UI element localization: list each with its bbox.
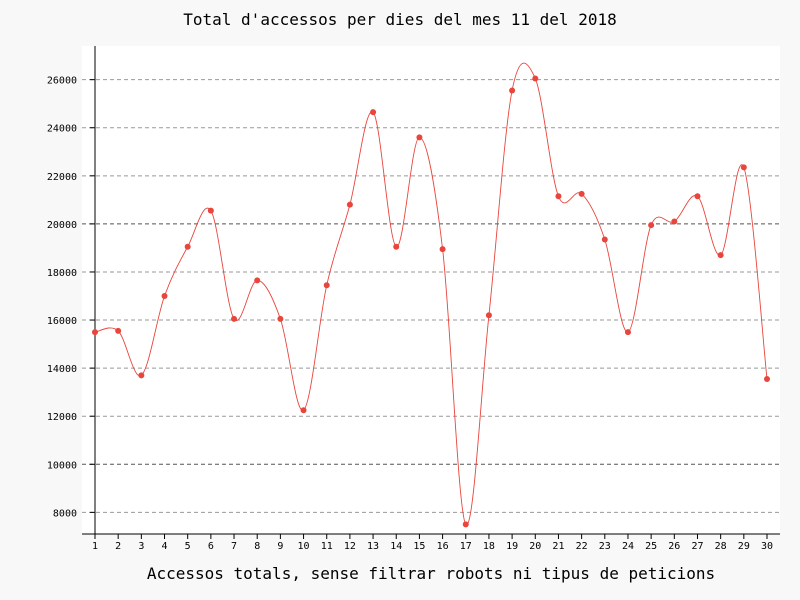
y-tick-label: 10000 <box>47 460 77 471</box>
data-point <box>509 87 516 94</box>
y-tick-label: 16000 <box>47 316 77 327</box>
x-tick-label: 24 <box>622 541 634 552</box>
data-point <box>161 293 168 300</box>
data-point <box>138 372 145 379</box>
x-tick-label: 11 <box>321 541 333 552</box>
x-tick-label: 20 <box>529 541 541 552</box>
data-point <box>485 312 492 319</box>
x-tick-label: 14 <box>390 541 402 552</box>
x-axis-ticks: 1 2 3 4 5 6 7 8 9 10 11 12 13 14 15 16 17 18 19 20 21 22 23 24 2… <box>92 534 773 552</box>
data-point <box>184 243 191 250</box>
data-point <box>740 164 747 171</box>
x-tick-label: 30 <box>761 541 773 552</box>
y-tick-label: 12000 <box>47 412 77 423</box>
x-tick-label: 18 <box>483 541 495 552</box>
data-point <box>277 315 284 322</box>
data-point <box>694 193 701 200</box>
y-tick-label: 24000 <box>47 124 77 135</box>
data-point <box>231 315 238 322</box>
data-point <box>393 243 400 250</box>
x-tick-label: 10 <box>298 541 310 552</box>
x-tick-label: 13 <box>367 541 379 552</box>
x-tick-label: 9 <box>277 541 283 552</box>
y-tick-label: 8000 <box>53 508 77 519</box>
data-point <box>115 327 122 334</box>
data-point <box>439 246 446 253</box>
data-point <box>717 252 724 259</box>
x-tick-label: 22 <box>576 541 588 552</box>
x-tick-label: 16 <box>437 541 449 552</box>
x-tick-label: 27 <box>691 541 703 552</box>
data-point <box>532 75 539 82</box>
x-tick-label: 7 <box>231 541 237 552</box>
data-point <box>254 277 261 284</box>
data-point <box>601 236 608 243</box>
data-point <box>555 193 562 200</box>
x-tick-label: 1 <box>92 541 98 552</box>
x-tick-label: 5 <box>185 541 191 552</box>
x-tick-label: 2 <box>115 541 121 552</box>
y-tick-label: 20000 <box>47 220 77 231</box>
data-point <box>578 190 585 197</box>
x-tick-label: 15 <box>413 541 425 552</box>
data-point <box>648 222 655 229</box>
data-point <box>462 521 469 528</box>
data-point <box>92 329 98 336</box>
x-tick-label: 17 <box>460 541 472 552</box>
data-point <box>370 109 377 116</box>
x-tick-label: 26 <box>668 541 680 552</box>
x-tick-label: 28 <box>715 541 727 552</box>
x-tick-label: 8 <box>254 541 260 552</box>
x-tick-label: 25 <box>645 541 657 552</box>
y-tick-label: 22000 <box>47 172 77 183</box>
data-point <box>416 134 423 141</box>
data-point <box>671 218 678 225</box>
data-point <box>346 201 353 208</box>
data-point <box>207 207 214 214</box>
y-tick-label: 18000 <box>47 268 77 279</box>
data-point <box>624 329 631 336</box>
x-tick-label: 29 <box>738 541 750 552</box>
x-axis-label: Accessos totals, sense filtrar robots ni… <box>146 564 716 583</box>
gridlines <box>82 79 780 513</box>
y-axis-ticks: 8000 10000 12000 14000 16000 18000 20000 22000 2… <box>47 76 95 519</box>
data-point <box>300 407 307 414</box>
x-tick-label: 21 <box>552 541 564 552</box>
x-tick-label: 4 <box>162 541 168 552</box>
x-tick-label: 12 <box>344 541 356 552</box>
chart-title: Total d'accessos per dies del mes 11 del… <box>183 10 617 29</box>
x-tick-label: 23 <box>599 541 611 552</box>
data-points <box>92 75 770 528</box>
plot-area <box>82 46 780 534</box>
x-tick-label: 6 <box>208 541 214 552</box>
x-tick-label: 3 <box>138 541 144 552</box>
y-tick-label: 26000 <box>47 76 77 87</box>
y-tick-label: 14000 <box>47 364 77 375</box>
data-point <box>764 375 770 382</box>
x-tick-label: 19 <box>506 541 518 552</box>
data-point <box>323 282 330 289</box>
